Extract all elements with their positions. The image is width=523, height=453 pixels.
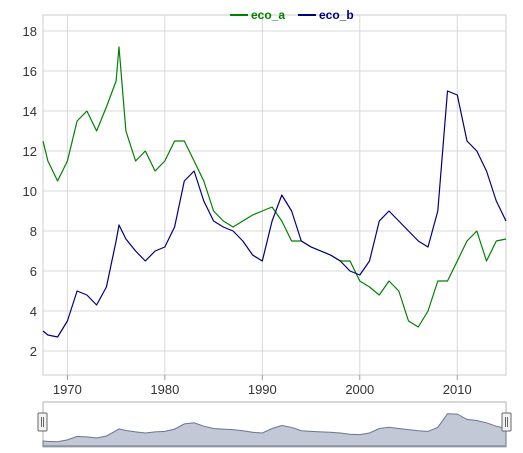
series-line-eco-a[interactable]: [42, 46, 507, 328]
x-tick-label: 2010: [443, 382, 472, 397]
grid-lines: [43, 15, 506, 375]
navigator-left-handle[interactable]: [37, 412, 48, 432]
legend: eco_a eco_b: [230, 8, 354, 22]
x-tick-label: 1990: [248, 382, 277, 397]
legend-label-eco-b: eco_b: [319, 8, 354, 22]
plot-area: [42, 14, 507, 376]
series-group: [42, 46, 507, 338]
y-tick-label: 12: [23, 144, 37, 159]
y-axis: 2 4 6 8 10 12 14 16 18: [23, 24, 37, 359]
x-tick-label: 1980: [150, 382, 179, 397]
navigator-right-handle[interactable]: [501, 412, 512, 432]
y-tick-label: 14: [23, 104, 37, 119]
navigator[interactable]: [37, 401, 512, 448]
x-axis: 1970 1980 1990 2000 2010: [53, 375, 472, 397]
y-tick-label: 18: [23, 24, 37, 39]
y-tick-label: 8: [30, 224, 37, 239]
legend-item-eco-a[interactable]: eco_a: [230, 8, 285, 22]
y-tick-label: 2: [30, 344, 37, 359]
x-tick-label: 1970: [53, 382, 82, 397]
x-tick-label: 2000: [345, 382, 374, 397]
series-line-eco-b[interactable]: [42, 90, 507, 338]
y-tick-label: 6: [30, 264, 37, 279]
legend-label-eco-a: eco_a: [251, 8, 285, 22]
navigator-series-area: [42, 413, 507, 447]
y-tick-label: 16: [23, 64, 37, 79]
legend-item-eco-b[interactable]: eco_b: [298, 8, 354, 22]
y-tick-label: 4: [30, 304, 37, 319]
y-tick-label: 10: [23, 184, 37, 199]
